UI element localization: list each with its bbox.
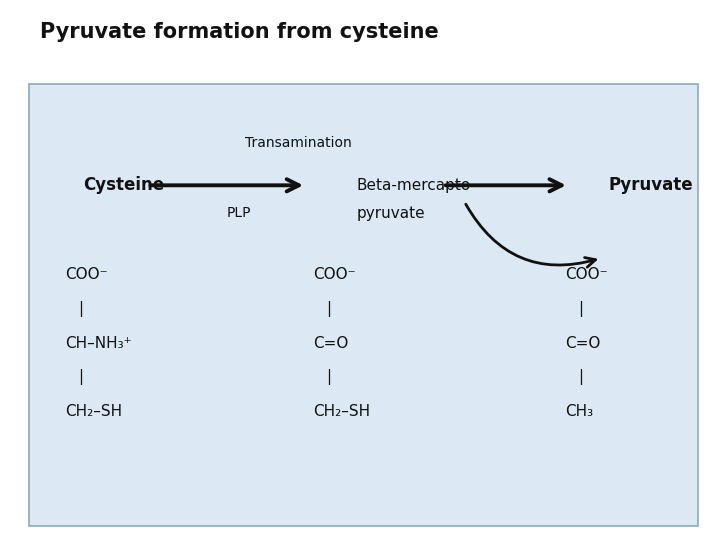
- Text: CH₃: CH₃: [565, 404, 593, 419]
- Text: COO⁻: COO⁻: [313, 267, 356, 282]
- FancyBboxPatch shape: [29, 84, 698, 526]
- Text: Cysteine: Cysteine: [83, 176, 164, 194]
- Text: COO⁻: COO⁻: [65, 267, 107, 282]
- Text: COO⁻: COO⁻: [565, 267, 608, 282]
- Text: pyruvate: pyruvate: [356, 206, 425, 221]
- Text: |: |: [78, 301, 83, 317]
- Text: Pyruvate formation from cysteine: Pyruvate formation from cysteine: [40, 22, 438, 42]
- Text: |: |: [326, 301, 331, 317]
- Text: |: |: [78, 369, 83, 386]
- Text: |: |: [326, 369, 331, 386]
- Text: |: |: [578, 301, 583, 317]
- Text: PLP: PLP: [227, 206, 251, 220]
- Text: CH₂–SH: CH₂–SH: [65, 404, 122, 419]
- Text: C=O: C=O: [313, 336, 348, 350]
- Text: Pyruvate: Pyruvate: [608, 176, 693, 194]
- Text: CH₂–SH: CH₂–SH: [313, 404, 370, 419]
- Text: C=O: C=O: [565, 336, 600, 350]
- Text: Beta-mercapto: Beta-mercapto: [356, 178, 471, 193]
- Text: CH–NH₃⁺: CH–NH₃⁺: [65, 336, 132, 350]
- Text: Transamination: Transamination: [245, 136, 351, 150]
- Text: |: |: [578, 369, 583, 386]
